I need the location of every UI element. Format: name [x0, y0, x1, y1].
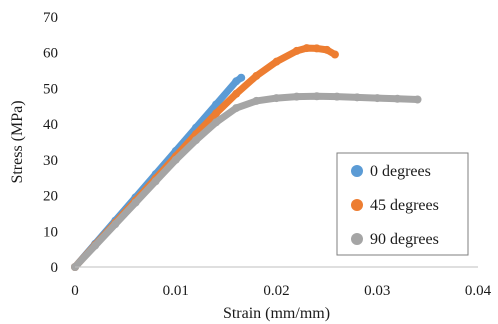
- data-point: [373, 94, 382, 103]
- data-point: [292, 46, 301, 55]
- data-point: [191, 136, 200, 145]
- legend-marker: [351, 233, 363, 245]
- series-2: [71, 44, 339, 271]
- data-point: [272, 94, 281, 103]
- y-tick-label: 40: [43, 117, 58, 133]
- y-tick-label: 0: [51, 260, 59, 276]
- data-point: [212, 109, 221, 118]
- data-point: [151, 177, 160, 186]
- x-tick-label: 0.04: [465, 283, 492, 299]
- legend-marker: [351, 165, 363, 177]
- data-point: [302, 44, 311, 53]
- y-tick-label: 10: [43, 224, 58, 240]
- data-point: [212, 118, 221, 127]
- data-point: [353, 93, 362, 102]
- data-point: [131, 198, 140, 207]
- data-point: [91, 241, 100, 250]
- data-point: [111, 220, 120, 229]
- data-point: [322, 45, 331, 54]
- data-point: [393, 94, 402, 103]
- y-tick-label: 70: [43, 10, 58, 26]
- y-tick-label: 50: [43, 81, 58, 97]
- legend-label: 90 degrees: [370, 231, 439, 248]
- series-3: [71, 92, 422, 271]
- y-tick-label: 20: [43, 189, 58, 205]
- axes-layer: 0 0.01 0.02 0.03 0.04 0 10 20 30 40 50 60 70: [43, 10, 492, 299]
- data-point: [272, 57, 281, 66]
- data-point: [312, 92, 321, 101]
- legend-label: 45 degrees: [370, 197, 439, 214]
- x-axis-title: Strain (mm/mm): [223, 305, 330, 322]
- y-tick-label: 30: [43, 153, 58, 169]
- data-point: [171, 155, 180, 164]
- data-point: [252, 96, 261, 105]
- x-tick-label: 0.03: [364, 283, 390, 299]
- data-point: [330, 50, 339, 59]
- x-tick-label: 0.01: [163, 283, 189, 299]
- y-tick-label: 60: [43, 46, 58, 62]
- data-point: [332, 92, 341, 101]
- legend-marker: [351, 199, 363, 211]
- x-tick-label: 0: [71, 283, 79, 299]
- data-point: [312, 44, 321, 53]
- data-point: [413, 95, 422, 104]
- series-layer: [71, 44, 422, 271]
- data-point: [232, 104, 241, 113]
- data-point: [252, 71, 261, 80]
- series-curve: [71, 44, 339, 271]
- data-point: [232, 89, 241, 98]
- legend: 0 degrees 45 degrees 90 degrees: [336, 152, 469, 256]
- y-axis-title: Stress (MPa): [9, 100, 26, 183]
- data-point: [237, 73, 246, 82]
- legend-label: 0 degrees: [370, 163, 431, 180]
- data-point: [212, 100, 221, 109]
- x-tick-label: 0.02: [263, 283, 289, 299]
- data-point: [292, 92, 301, 101]
